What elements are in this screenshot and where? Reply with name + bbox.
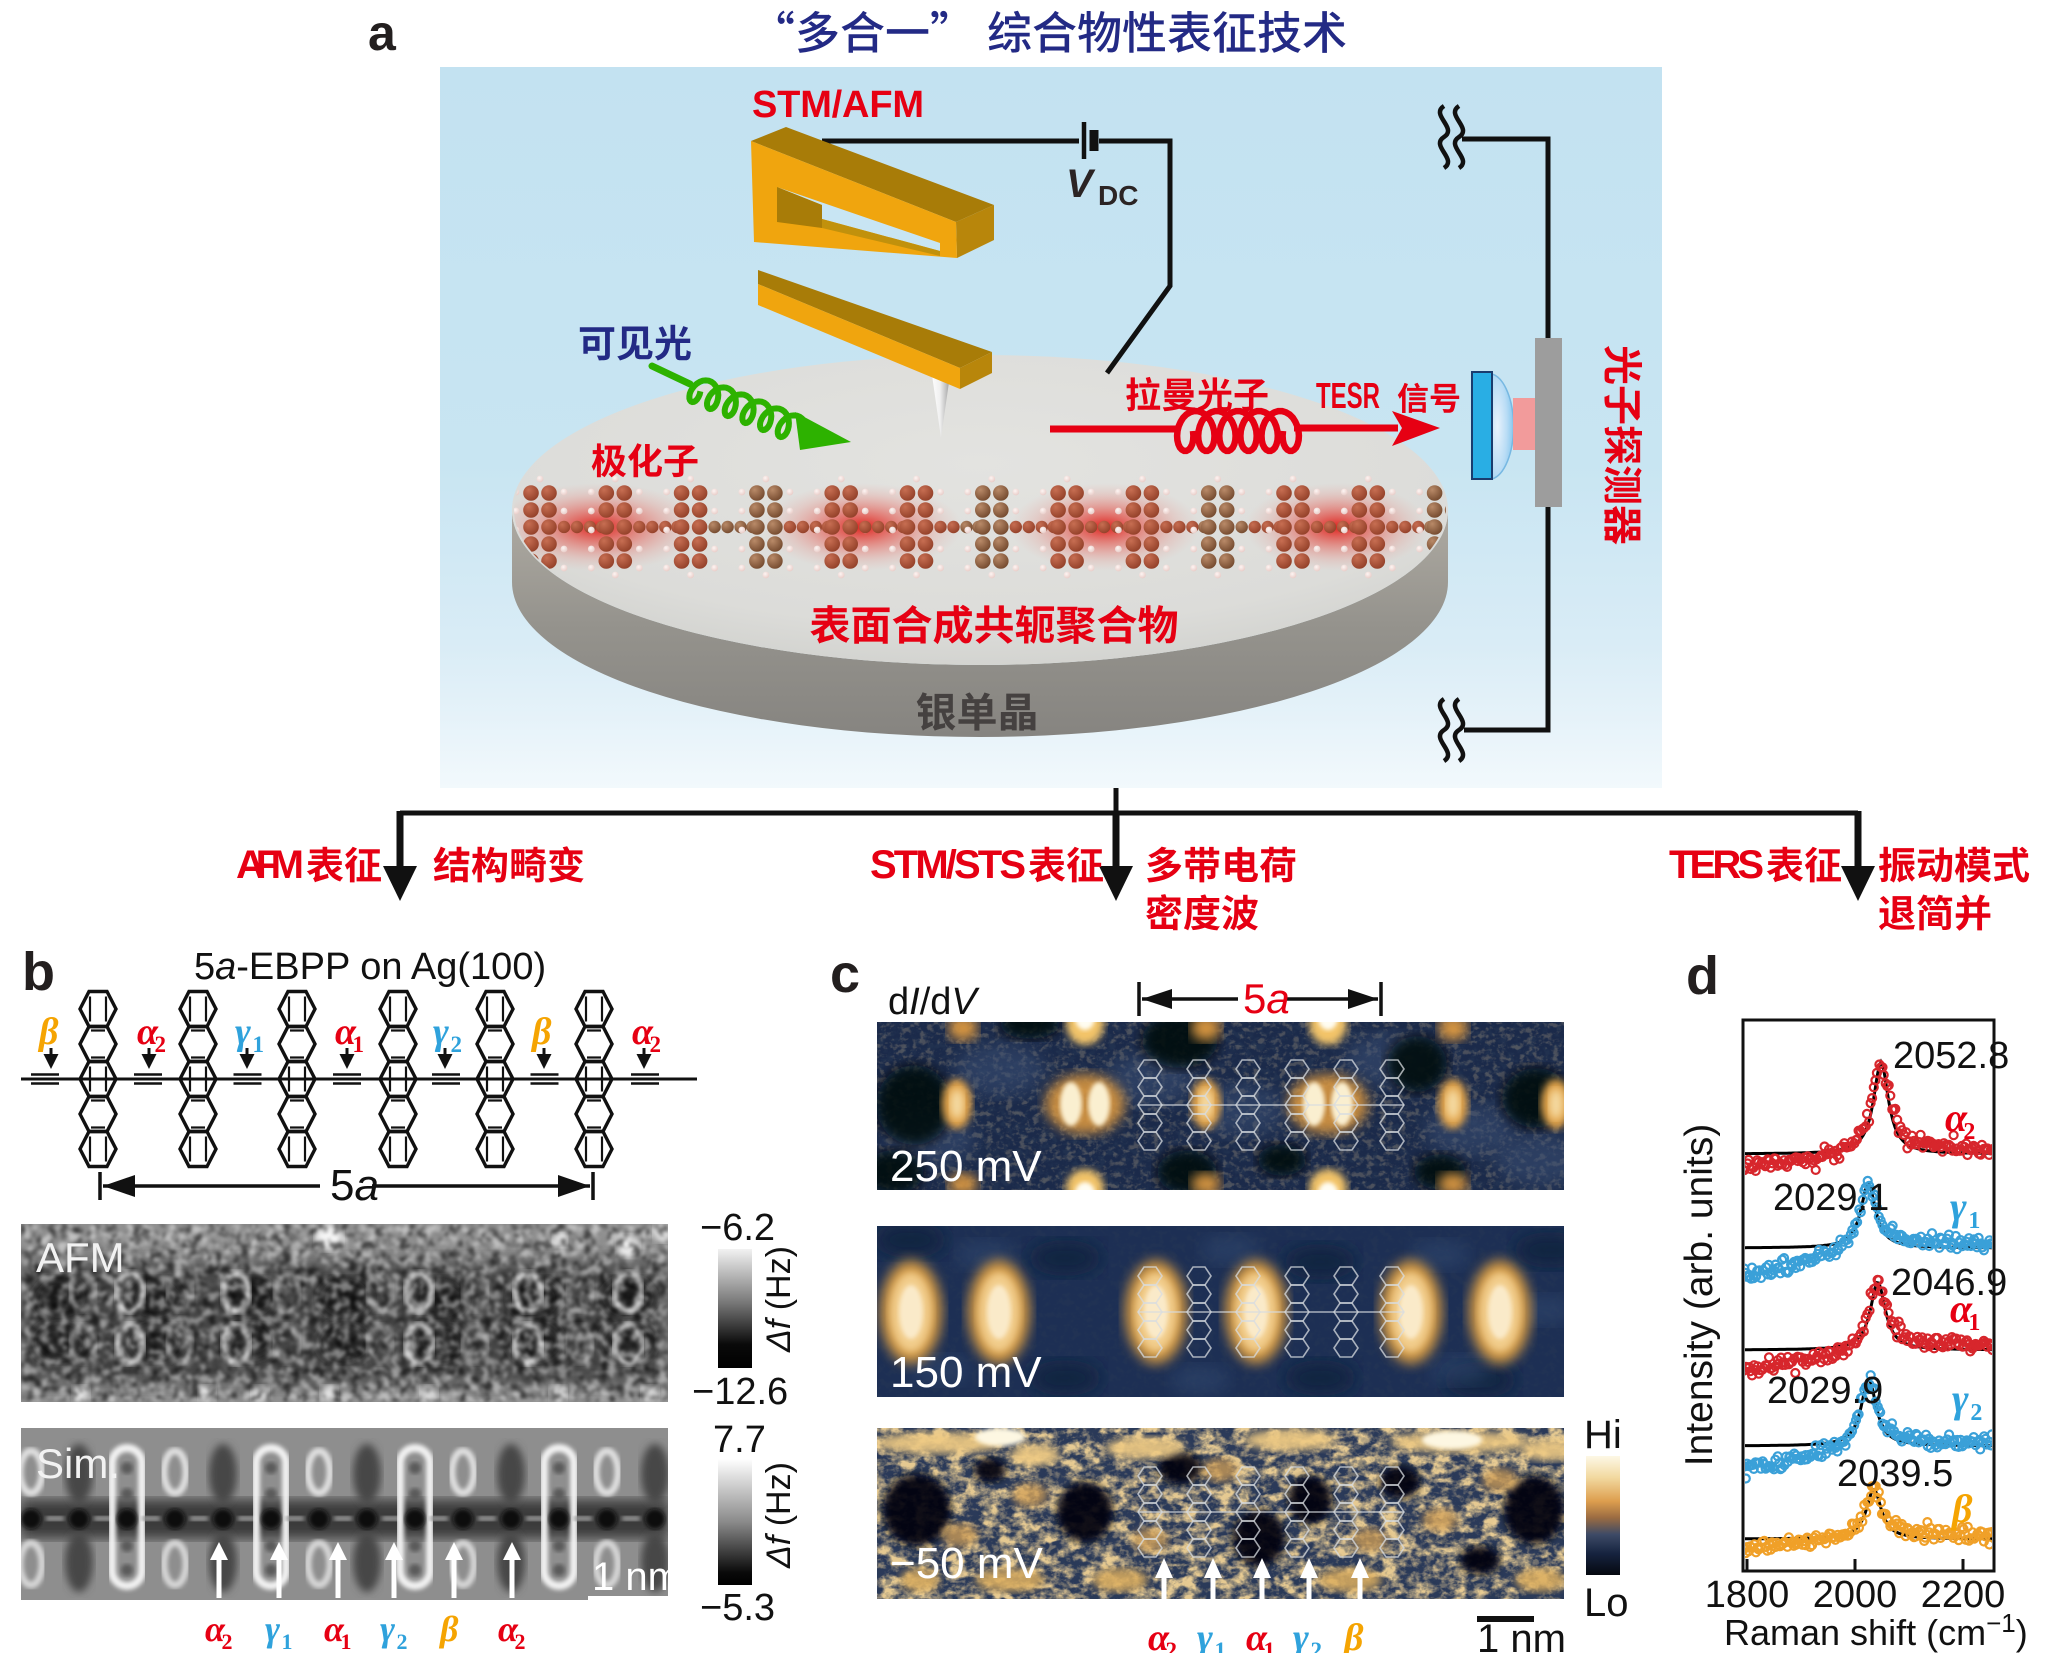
svg-text:−6.2: −6.2 — [700, 1207, 775, 1249]
svg-text:α: α — [498, 1609, 519, 1649]
svg-text:γ: γ — [265, 1609, 280, 1649]
svg-text:α: α — [137, 1011, 159, 1053]
svg-text:β: β — [438, 1609, 459, 1649]
svg-text:Δf (Hz): Δf (Hz) — [760, 1462, 798, 1569]
svg-text:Lo: Lo — [1584, 1581, 1629, 1625]
svg-text:b: b — [22, 942, 55, 1002]
svg-text:2052.8: 2052.8 — [1893, 1035, 2009, 1077]
svg-text:γ: γ — [235, 1011, 251, 1053]
svg-text:c: c — [830, 944, 860, 1004]
svg-text:STM/AFM: STM/AFM — [752, 84, 924, 126]
svg-text:γ: γ — [1952, 1376, 1969, 1421]
svg-text:2046.9: 2046.9 — [1891, 1262, 2007, 1304]
svg-text:α: α — [335, 1011, 357, 1053]
svg-text:1: 1 — [282, 1629, 293, 1653]
svg-text:2: 2 — [515, 1629, 526, 1653]
svg-text:−50 mV: −50 mV — [890, 1539, 1044, 1588]
svg-text:Raman shift (cm−1): Raman shift (cm−1) — [1724, 1608, 2028, 1653]
svg-text:β: β — [1342, 1617, 1364, 1653]
svg-text:1: 1 — [352, 1032, 364, 1057]
svg-text:α: α — [324, 1609, 345, 1649]
svg-text:α: α — [1950, 1286, 1973, 1331]
svg-text:1: 1 — [252, 1032, 263, 1057]
svg-text:Δf (Hz): Δf (Hz) — [760, 1246, 798, 1353]
svg-text:2039.5: 2039.5 — [1837, 1453, 1953, 1495]
svg-text:AFM: AFM — [236, 843, 304, 887]
svg-text:2: 2 — [222, 1629, 233, 1653]
svg-text:−5.3: −5.3 — [700, 1587, 775, 1629]
svg-text:2029.1: 2029.1 — [1773, 1177, 1889, 1219]
svg-text:STM/STS: STM/STS — [870, 843, 1026, 887]
svg-text:2: 2 — [649, 1032, 661, 1057]
svg-text:2: 2 — [154, 1032, 166, 1057]
svg-text:α: α — [632, 1011, 654, 1053]
svg-text:1 nm: 1 nm — [592, 1555, 681, 1599]
svg-text:2: 2 — [1310, 1638, 1322, 1653]
svg-text:5a: 5a — [330, 1161, 379, 1210]
svg-text:1 nm: 1 nm — [1477, 1617, 1566, 1653]
svg-text:AFM: AFM — [36, 1234, 125, 1281]
svg-text:β: β — [37, 1011, 59, 1053]
svg-text:α: α — [1148, 1617, 1170, 1653]
svg-text:α: α — [1945, 1095, 1968, 1140]
svg-text:1: 1 — [341, 1629, 352, 1653]
svg-text:2: 2 — [450, 1032, 462, 1057]
svg-text:Intensity (arb. units): Intensity (arb. units) — [1678, 1124, 1721, 1466]
svg-text:2: 2 — [397, 1629, 408, 1653]
svg-text:β: β — [530, 1011, 552, 1053]
svg-text:7.7: 7.7 — [713, 1419, 766, 1461]
svg-text:2: 2 — [1963, 1119, 1975, 1145]
svg-text:1800: 1800 — [1705, 1574, 1790, 1616]
svg-text:γ: γ — [1197, 1617, 1213, 1653]
svg-text:2: 2 — [1970, 1400, 1982, 1426]
svg-text:Hi: Hi — [1584, 1413, 1622, 1457]
svg-text:dI/dV: dI/dV — [888, 981, 980, 1023]
svg-text:TERS: TERS — [1669, 843, 1764, 887]
svg-text:β: β — [1950, 1486, 1973, 1531]
svg-text:2029.9: 2029.9 — [1767, 1370, 1883, 1412]
svg-text:TESR: TESR — [1316, 375, 1380, 416]
svg-text:5a: 5a — [1243, 975, 1290, 1022]
svg-text:Sim.: Sim. — [36, 1440, 120, 1487]
svg-text:2: 2 — [1165, 1638, 1177, 1653]
svg-text:γ: γ — [433, 1011, 449, 1053]
svg-text:a: a — [368, 5, 397, 61]
svg-text:d: d — [1686, 946, 1719, 1006]
svg-text:α: α — [205, 1609, 226, 1649]
svg-text:1: 1 — [1214, 1638, 1226, 1653]
svg-text:V: V — [1066, 162, 1096, 206]
svg-text:γ: γ — [380, 1609, 395, 1649]
svg-text:1: 1 — [1263, 1638, 1275, 1653]
svg-text:2200: 2200 — [1921, 1574, 2006, 1616]
svg-text:5a-EBPP on Ag(100): 5a-EBPP on Ag(100) — [194, 946, 546, 988]
svg-text:DC: DC — [1098, 180, 1138, 211]
svg-text:2000: 2000 — [1813, 1574, 1898, 1616]
svg-text:γ: γ — [1293, 1617, 1309, 1653]
svg-text:α: α — [1246, 1617, 1268, 1653]
svg-text:γ: γ — [1950, 1184, 1967, 1229]
svg-text:1: 1 — [1968, 1208, 1980, 1234]
svg-text:1: 1 — [1968, 1310, 1980, 1336]
svg-text:150 mV: 150 mV — [890, 1348, 1042, 1397]
svg-text:−12.6: −12.6 — [692, 1371, 788, 1413]
svg-text:250 mV: 250 mV — [890, 1142, 1042, 1191]
